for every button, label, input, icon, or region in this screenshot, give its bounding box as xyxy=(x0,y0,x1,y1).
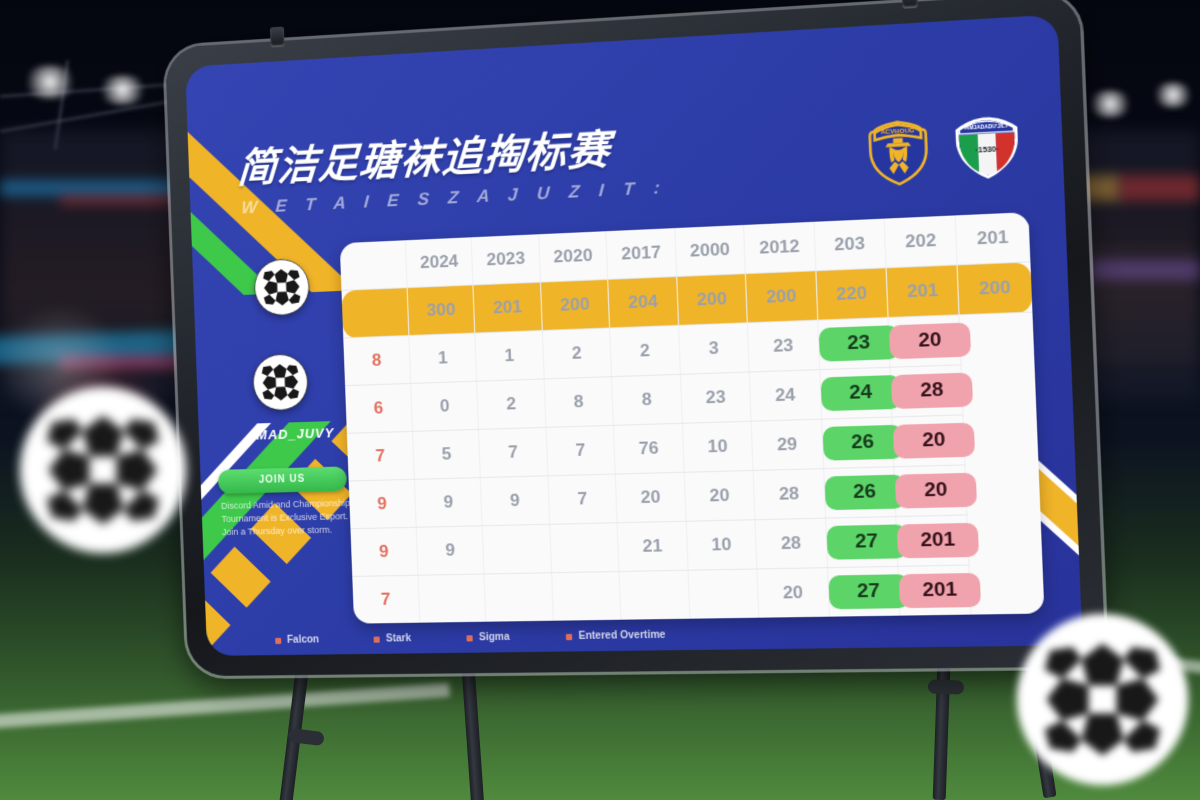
svg-text:·1530·: ·1530· xyxy=(975,144,999,155)
